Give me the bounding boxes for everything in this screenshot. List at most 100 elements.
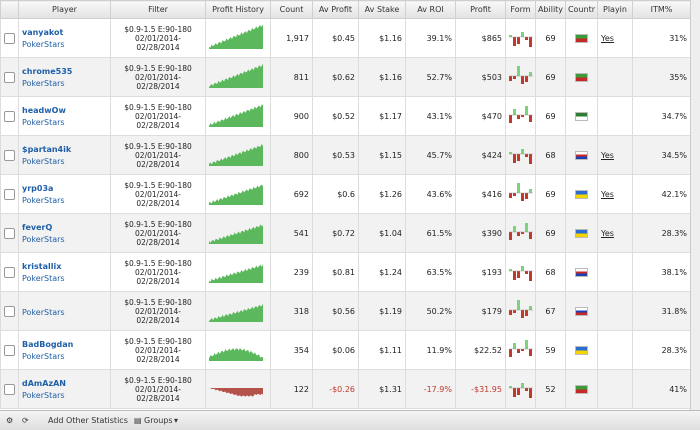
column-header[interactable]: Av ROI (405, 0, 456, 19)
sparkline-area (209, 144, 263, 166)
sparkline (209, 347, 263, 361)
data-row[interactable]: kristallix PokerStars $0.9-1.5 E:90-180 02… (0, 252, 691, 292)
refresh-icon[interactable]: ⟳ (22, 416, 29, 425)
row-checkbox[interactable] (4, 110, 15, 122)
data-row[interactable]: PokerStars $0.9-1.5 E:90-180 02/01/2014-0… (0, 291, 691, 331)
row-checkbox[interactable] (4, 344, 15, 356)
column-header[interactable]: Av Stake (358, 0, 406, 19)
column-header[interactable]: Count (270, 0, 313, 19)
ability-cell: 69 (535, 18, 566, 58)
column-header[interactable]: Playin (597, 0, 633, 19)
column-header[interactable]: Profit History (205, 0, 271, 19)
select-cell (0, 252, 19, 292)
row-checkbox[interactable] (4, 266, 15, 278)
player-name[interactable]: dAmAzAN (22, 378, 66, 388)
column-header[interactable]: Av Profit (312, 0, 359, 19)
filter-text: $0.9-1.5 E:90-180 02/01/2014-02/28/2014 (124, 258, 192, 286)
player-name[interactable]: feverQ (22, 222, 53, 232)
data-row[interactable]: headwOw PokerStars $0.9-1.5 E:90-180 02/01… (0, 96, 691, 136)
ability: 69 (545, 228, 556, 238)
settings-icon[interactable]: ⚙ (6, 416, 14, 425)
player-name[interactable]: $partan4ik (22, 144, 72, 154)
count-cell: 692 (270, 174, 313, 214)
form-bar (509, 76, 512, 81)
form-bar (529, 115, 532, 122)
country-flag (575, 72, 588, 82)
itm-cell: 35% (632, 57, 691, 97)
form-bar (525, 340, 528, 349)
data-row[interactable]: yrp03a PokerStars $0.9-1.5 E:90-180 02/01/… (0, 174, 691, 214)
data-row[interactable]: dAmAzAN PokerStars $0.9-1.5 E:90-180 02/01… (0, 369, 691, 409)
column-header[interactable]: Filter (110, 0, 206, 19)
playing-cell (597, 96, 633, 136)
groups-arrow[interactable]: ▾ (174, 416, 179, 425)
row-checkbox[interactable] (4, 149, 15, 161)
form-bar (529, 72, 532, 76)
country-flag (575, 267, 588, 277)
itm-cell: 28.3% (632, 330, 691, 370)
country-flag (575, 384, 588, 394)
row-checkbox[interactable] (4, 305, 15, 317)
form-bar (525, 223, 528, 232)
av-profit-cell: -$0.26 (312, 369, 359, 409)
data-row[interactable]: chrome535 PokerStars $0.9-1.5 E:90-180 02/… (0, 57, 691, 97)
ability-cell: 69 (535, 174, 566, 214)
itm: 34.7% (661, 111, 687, 121)
column-header[interactable]: Countr (565, 0, 598, 19)
player-name[interactable]: yrp03a (22, 183, 54, 193)
itm: 35% (669, 72, 687, 82)
form-bar (521, 310, 524, 318)
select-cell (0, 135, 19, 175)
header-select (0, 0, 19, 19)
filter-text: $0.9-1.5 E:90-180 02/01/2014-02/28/2014 (124, 375, 192, 403)
form-bar (517, 37, 520, 44)
column-header[interactable]: Form (505, 0, 536, 19)
itm: 41% (669, 384, 687, 394)
playing-link[interactable]: Yes (601, 189, 614, 199)
av-stake: $1.16 (379, 33, 402, 43)
ability: 52 (545, 384, 556, 394)
country-cell (565, 57, 598, 97)
player-name[interactable]: vanyakot (22, 27, 64, 37)
data-row[interactable]: $partan4ik PokerStars $0.9-1.5 E:90-180 02… (0, 135, 691, 175)
data-row[interactable]: BadBogdan PokerStars $0.9-1.5 E:90-180 02/… (0, 330, 691, 370)
av-roi-cell: 45.7% (405, 135, 456, 175)
row-checkbox[interactable] (4, 227, 15, 239)
row-checkbox[interactable] (4, 383, 15, 395)
country-cell (565, 252, 598, 292)
column-header[interactable]: Ability (535, 0, 566, 19)
count: 318 (293, 306, 309, 316)
scrollbar[interactable] (690, 0, 700, 410)
column-header[interactable]: Profit (455, 0, 506, 19)
row-checkbox[interactable] (4, 32, 15, 44)
filter-cell: $0.9-1.5 E:90-180 02/01/2014-02/28/2014 (110, 57, 206, 97)
groups-button[interactable]: Groups (144, 416, 173, 425)
profit-history-cell (205, 18, 271, 58)
playing-link[interactable]: Yes (601, 228, 614, 238)
player-name[interactable]: BadBogdan (22, 339, 74, 349)
player-name[interactable]: chrome535 (22, 66, 73, 76)
av-profit-cell: $0.81 (312, 252, 359, 292)
playing-cell: Yes (597, 213, 633, 253)
count-cell: 354 (270, 330, 313, 370)
player-name[interactable]: headwOw (22, 105, 66, 115)
country-cell (565, 135, 598, 175)
player-name[interactable]: kristallix (22, 261, 62, 271)
form-cell (505, 252, 536, 292)
av-roi-cell: 39.1% (405, 18, 456, 58)
column-header[interactable]: ITM% (632, 0, 691, 19)
filter-cell: $0.9-1.5 E:90-180 02/01/2014-02/28/2014 (110, 213, 206, 253)
data-row[interactable]: feverQ PokerStars $0.9-1.5 E:90-180 02/01/… (0, 213, 691, 253)
column-header[interactable]: Player (18, 0, 111, 19)
row-checkbox[interactable] (4, 188, 15, 200)
groups-icon[interactable]: ▤ (134, 416, 142, 425)
ability: 68 (545, 150, 556, 160)
playing-link[interactable]: Yes (601, 33, 614, 43)
data-row[interactable]: vanyakot PokerStars $0.9-1.5 E:90-180 02/0… (0, 18, 691, 58)
row-checkbox[interactable] (4, 71, 15, 83)
filter-cell: $0.9-1.5 E:90-180 02/01/2014-02/28/2014 (110, 96, 206, 136)
itm-cell: 31.8% (632, 291, 691, 331)
ability: 59 (545, 345, 556, 355)
playing-link[interactable]: Yes (601, 150, 614, 160)
add-stats-button[interactable]: Add Other Statistics (48, 416, 128, 425)
